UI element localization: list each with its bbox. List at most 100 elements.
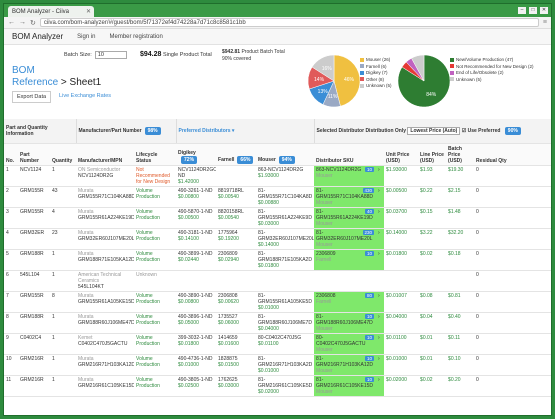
row-farnell[interactable]: 2306809 $0.02940 bbox=[216, 249, 257, 271]
row-mouser[interactable]: 81-GRM32ER60J107ME20L $0.14000 bbox=[256, 228, 315, 250]
row-mpn[interactable]: Murata GRM32ER60J107ME20L bbox=[76, 228, 135, 250]
pie-slice[interactable] bbox=[333, 54, 361, 107]
table-row[interactable]: 5 GRM188R 1 Murata GRM188R71E105KA12D Volume … bbox=[4, 249, 551, 271]
use-preferred-checkbox[interactable]: ☑ bbox=[461, 127, 467, 134]
row-farnell[interactable]: 1414659 $0.01600 bbox=[216, 333, 257, 355]
caret-down-icon[interactable]: ▾ bbox=[231, 127, 235, 134]
group-preferred[interactable]: Preferred Distributors ▾ bbox=[176, 119, 315, 144]
row-digikey[interactable] bbox=[176, 270, 217, 292]
row-selected-sku[interactable]: 10 81-GRM216R71H103KA12D Mouser bbox=[314, 354, 377, 376]
row-selected-arrow[interactable]: › bbox=[376, 312, 385, 334]
chevron-right-icon[interactable]: › bbox=[378, 229, 380, 236]
row-mpn[interactable]: ON Semiconductor NCV1124DR2G bbox=[76, 165, 135, 187]
chevron-right-icon[interactable]: › bbox=[378, 166, 380, 173]
row-selected-arrow[interactable]: › bbox=[376, 333, 385, 355]
row-digikey[interactable]: 490-3261-1-ND $0.00800 bbox=[176, 186, 217, 208]
url-input[interactable]: ciiva.com/bom-analyzer/#/guest/bom/5f713… bbox=[39, 18, 539, 27]
row-mpn[interactable]: Murata GRM188R71E105KA12D bbox=[76, 249, 135, 271]
maximize-icon[interactable]: □ bbox=[529, 7, 537, 14]
row-digikey[interactable]: NCV1124DR2GOS-ND$1.42000 bbox=[176, 165, 217, 187]
row-mouser[interactable]: 80-C0402C470J5G $0.01100 bbox=[256, 333, 315, 355]
row-mpn[interactable]: Murata GRM155R71C104KA88D bbox=[76, 186, 135, 208]
row-farnell[interactable] bbox=[216, 165, 257, 187]
chevron-right-icon[interactable]: › bbox=[378, 250, 380, 257]
pie-slice[interactable] bbox=[411, 54, 425, 82]
row-digikey[interactable]: 399-3032-1-ND $0.01800 bbox=[176, 333, 217, 355]
row-selected-arrow[interactable]: › bbox=[376, 354, 385, 376]
row-farnell[interactable]: 8819718RL $0.00540 bbox=[216, 186, 257, 208]
live-exchange-rates-link[interactable]: Live Exchange Rates bbox=[55, 91, 116, 103]
row-mpn[interactable]: Murata GRM216R61C105KE15D bbox=[76, 375, 135, 397]
row-quantity[interactable]: 4 bbox=[50, 207, 77, 229]
row-quantity[interactable]: 1 bbox=[50, 375, 77, 397]
table-row[interactable]: 6 545L104 1 American Technical Ceramics 545L… bbox=[4, 270, 551, 292]
row-mouser[interactable]: 81-GRM188R60J106ME7D $0.04000 bbox=[256, 312, 315, 334]
row-quantity[interactable]: 23 bbox=[50, 228, 77, 250]
row-quantity[interactable]: 1 bbox=[50, 312, 77, 334]
row-selected-arrow[interactable]: › bbox=[376, 186, 385, 208]
close-tab-icon[interactable]: ✕ bbox=[85, 9, 91, 15]
row-mouser[interactable] bbox=[256, 270, 315, 292]
row-digikey[interactable]: 490-3890-1-ND $0.00800 bbox=[176, 291, 217, 313]
row-selected-sku[interactable] bbox=[314, 270, 377, 292]
row-selected-sku[interactable]: 10 80-C0402C470J5GACTU Mouser bbox=[314, 333, 377, 355]
pie-slice[interactable] bbox=[311, 54, 335, 82]
row-mpn[interactable]: Kemet C0402C470J5GACTU bbox=[76, 333, 135, 355]
row-selected-arrow[interactable]: › bbox=[376, 375, 385, 397]
table-row[interactable]: 3 GRM155R 4 Murata GRM155R61A224KE19D Volume … bbox=[4, 207, 551, 229]
row-digikey[interactable]: 490-5870-1-ND $0.00500 bbox=[176, 207, 217, 229]
row-quantity[interactable]: 1 bbox=[50, 354, 77, 376]
row-quantity[interactable]: 1 bbox=[50, 165, 77, 187]
row-quantity[interactable]: 1 bbox=[50, 270, 77, 292]
preferred-distributors-dropdown[interactable]: Preferred Distributors bbox=[178, 127, 231, 134]
table-row[interactable]: 11 GRM216R 1 Murata GRM216R61C105KE15D Volume… bbox=[4, 375, 551, 397]
row-selected-sku[interactable]: 40 81-GRM155R61A224KE19D Mouser bbox=[314, 207, 377, 229]
forward-icon[interactable]: → bbox=[19, 19, 26, 26]
row-selected-sku[interactable]: 10 81-GRM216R61C105KE15D Mouser bbox=[314, 375, 377, 397]
table-row[interactable]: 2 GRM155R 43 Murata GRM155R71C104KA88D Volume… bbox=[4, 186, 551, 208]
row-farnell[interactable]: 8820158RL $0.00540 bbox=[216, 207, 257, 229]
row-mouser[interactable]: 81-GRM155R61A224KE9D $0.03000 bbox=[256, 207, 315, 229]
close-window-icon[interactable]: ✕ bbox=[540, 7, 548, 14]
app-brand[interactable]: BOM Analyzer bbox=[12, 32, 64, 41]
row-quantity[interactable]: 1 bbox=[50, 333, 77, 355]
row-farnell[interactable]: 1775964 $0.19200 bbox=[216, 228, 257, 250]
row-mouser[interactable]: 81-GRM216R61C105KE5D $0.02000 bbox=[256, 375, 315, 397]
export-data-button[interactable]: Export Data bbox=[12, 91, 52, 103]
breadcrumb-bom[interactable]: BOM bbox=[12, 65, 35, 76]
row-mouser[interactable]: 81-GRM188R71E105KA2D $0.01800 bbox=[256, 249, 315, 271]
row-quantity[interactable]: 43 bbox=[50, 186, 77, 208]
row-farnell[interactable]: 1735527 $0.06000 bbox=[216, 312, 257, 334]
table-row[interactable]: 1 NCV1124 1 ON Semiconductor NCV1124DR2G Not … bbox=[4, 165, 551, 187]
row-selected-arrow[interactable]: › bbox=[376, 228, 385, 250]
chevron-right-icon[interactable]: › bbox=[378, 292, 380, 299]
row-selected-sku[interactable]: 80 2306808 Farnell bbox=[314, 291, 377, 313]
reload-icon[interactable]: ↻ bbox=[30, 19, 36, 27]
table-row[interactable]: 8 GRM188R 1 Murata GRM188R60J106ME47D Volume … bbox=[4, 312, 551, 334]
sign-in-link[interactable]: Sign in bbox=[77, 33, 96, 40]
chevron-right-icon[interactable]: › bbox=[378, 376, 380, 383]
row-quantity[interactable]: 8 bbox=[50, 291, 77, 313]
row-selected-arrow[interactable] bbox=[376, 270, 385, 292]
row-mouser[interactable]: 863-NCV1124DR2G $1.93000 bbox=[256, 165, 315, 187]
table-row[interactable]: 4 GRM32ER 23 Murata GRM32ER60J107ME20L Volume… bbox=[4, 228, 551, 250]
browser-tab[interactable]: BOM Analyzer - Ciiva ✕ bbox=[8, 6, 94, 17]
member-registration-link[interactable]: Member registration bbox=[109, 33, 163, 40]
row-selected-sku[interactable]: 10 2306809 Farnell bbox=[314, 249, 377, 271]
row-selected-arrow[interactable]: › bbox=[376, 207, 385, 229]
row-mouser[interactable]: 81-GRM216R71H103KA2D $0.01000 bbox=[256, 354, 315, 376]
row-digikey[interactable]: 490-3899-1-ND $0.02440 bbox=[176, 249, 217, 271]
row-mouser[interactable]: 81-GRM155R71C104KA8D $0.00880 bbox=[256, 186, 315, 208]
row-mpn[interactable]: Murata GRM155R61A105KE15D bbox=[76, 291, 135, 313]
row-selected-sku[interactable]: 230 81-GRM32ER60J107ME20L Mouser bbox=[314, 228, 377, 250]
chevron-right-icon[interactable]: › bbox=[378, 208, 380, 215]
row-selected-arrow[interactable]: › bbox=[376, 165, 385, 187]
row-mouser[interactable]: 81-GRM155R61A105KE5D $0.01000 bbox=[256, 291, 315, 313]
batch-size-input[interactable]: 10 bbox=[94, 51, 127, 59]
row-farnell[interactable]: 1828875 $0.01500 bbox=[216, 354, 257, 376]
row-selected-sku[interactable]: 10 863-NCV1124DR2G Mouser bbox=[314, 165, 377, 187]
row-selected-arrow[interactable]: › bbox=[376, 249, 385, 271]
table-row[interactable]: 7 GRM155R 8 Murata GRM155R61A105KE15D Volume … bbox=[4, 291, 551, 313]
row-mpn[interactable]: Murata GRM216R71H103KA12D bbox=[76, 354, 135, 376]
row-farnell[interactable] bbox=[216, 270, 257, 292]
